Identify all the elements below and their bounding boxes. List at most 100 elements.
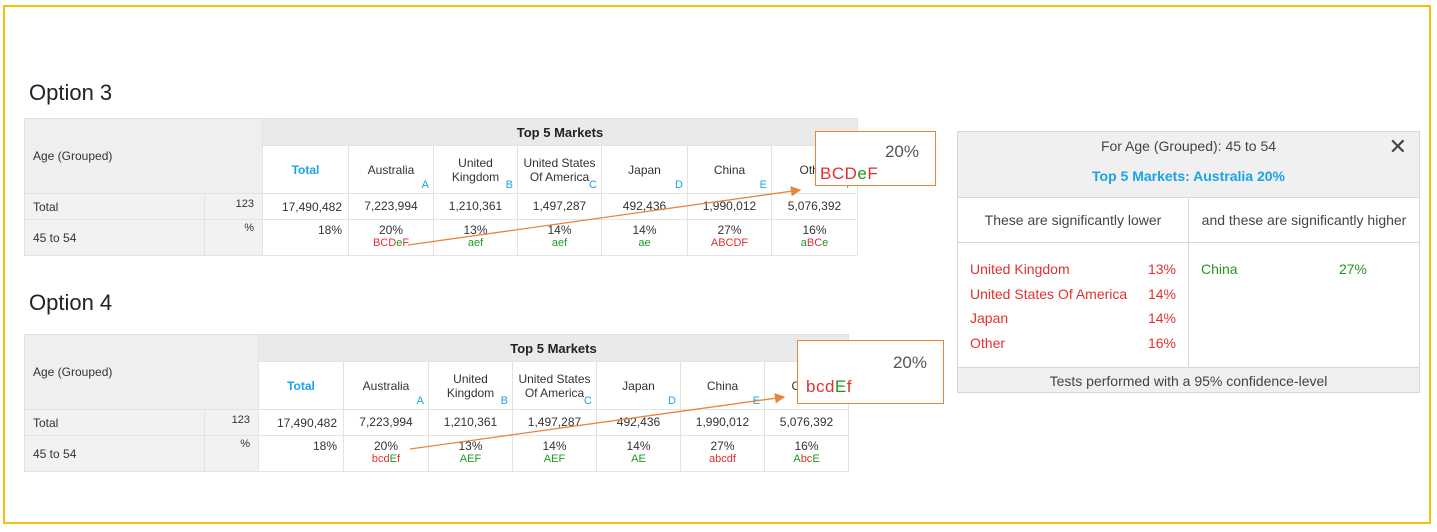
column-letter: C [584, 395, 592, 407]
table-cell[interactable]: 20% BCDeF [348, 219, 434, 256]
table-cell[interactable]: 27% ABCDF [687, 219, 772, 256]
column-label: United States Of America [518, 371, 591, 400]
sig-markers: bcdEf [371, 453, 401, 465]
row-header-label: Age (Grouped) [24, 334, 259, 410]
panel-body: United Kingdom 13% United States Of Americ… [958, 243, 1419, 368]
option-4-title: Option 4 [29, 290, 113, 315]
cell-value: 20% [378, 223, 404, 237]
column-label: Total [291, 162, 320, 177]
cell-value: 20% [373, 439, 399, 453]
column-header[interactable]: United Kingdom B [433, 145, 518, 194]
column-header[interactable]: Australia A [348, 145, 434, 194]
cell-value: 18% [317, 223, 342, 237]
cell-value: 14% [542, 439, 567, 453]
option-3-title: Option 3 [29, 80, 113, 105]
column-header[interactable]: United States Of America C [517, 145, 602, 194]
significance-panel: For Age (Grouped): 45 to 54 Top 5 Market… [957, 131, 1420, 393]
table-cell[interactable]: 14% aef [517, 219, 602, 256]
sig-markers: aBCe [800, 237, 829, 249]
table-cell[interactable]: 14% ae [601, 219, 688, 256]
column-header[interactable]: China E [680, 361, 765, 410]
callout-sig: BCDeF [820, 164, 879, 183]
column-header[interactable]: China E [687, 145, 772, 194]
table-cell[interactable]: 14% AEF [512, 435, 597, 472]
table-cell[interactable]: 16% aBCe [771, 219, 858, 256]
cell-value: 14% [626, 439, 651, 453]
table-cell: 492,436 [596, 409, 681, 436]
callout-value: 20% [892, 353, 927, 372]
table-cell: 17,490,482 [262, 193, 349, 220]
table-cell[interactable]: 16% AbcE [764, 435, 849, 472]
row-label: Total [24, 409, 205, 436]
sig-markers: AbcE [793, 453, 820, 465]
column-label: China [713, 162, 746, 177]
crosstab-option-4: Age (Grouped) Top 5 Markets Total Australia… [24, 334, 849, 472]
table-cell[interactable]: 27% abcdf [680, 435, 765, 472]
table-cell: 1,497,287 [512, 409, 597, 436]
column-letter: C [589, 179, 597, 191]
stat-label: % [204, 435, 259, 472]
column-header[interactable]: United Kingdom B [428, 361, 513, 410]
panel-column-headers: These are significantly lower and these … [958, 198, 1419, 243]
close-icon[interactable]: ✕ [1388, 134, 1407, 159]
market-value: 14% [1147, 310, 1176, 326]
sig-list-item: Other 16% [970, 335, 1176, 360]
cell-value: 18% [312, 439, 337, 453]
cell-value: 16% [802, 223, 827, 237]
callout-value: 20% [884, 142, 919, 161]
column-header[interactable]: United States Of America C [512, 361, 597, 410]
row-label: Total [24, 193, 205, 220]
sig-markers: AEF [459, 453, 482, 465]
sig-markers: ae [638, 237, 651, 249]
table-cell: 7,223,994 [348, 193, 434, 220]
group-header: Top 5 Markets [258, 334, 849, 362]
table-cell[interactable]: 14% AE [596, 435, 681, 472]
column-header[interactable]: Japan D [601, 145, 688, 194]
callout-option-4: 20% bcdEf [797, 340, 944, 404]
row-label: 45 to 54 [24, 219, 205, 256]
market-value: 27% [1338, 261, 1367, 277]
table-cell[interactable]: 13% AEF [428, 435, 513, 472]
column-header[interactable]: Total [258, 361, 344, 410]
cell-value: 14% [632, 223, 657, 237]
table-cell: 1,497,287 [517, 193, 602, 220]
column-label: United Kingdom [451, 155, 500, 184]
cell-value: 27% [710, 439, 735, 453]
column-label: Japan [628, 162, 661, 177]
table-cell[interactable]: 18% [258, 435, 344, 472]
callout-option-3: 20% BCDeF [815, 131, 936, 186]
table-cell[interactable]: 13% aef [433, 219, 518, 256]
table-cell[interactable]: 20% bcdEf [343, 435, 429, 472]
sig-markers: BCDeF [372, 237, 410, 249]
table-cell: 5,076,392 [771, 193, 858, 220]
sig-markers: ABCDF [710, 237, 749, 249]
sig-markers: AEF [543, 453, 566, 465]
stat-label: % [204, 219, 263, 256]
column-header[interactable]: Australia A [343, 361, 429, 410]
column-letter: B [505, 179, 513, 191]
column-letter: A [421, 179, 429, 191]
table-cell: 1,210,361 [428, 409, 513, 436]
column-header[interactable]: Total [262, 145, 349, 194]
panel-header: For Age (Grouped): 45 to 54 Top 5 Market… [958, 132, 1419, 198]
panel-subtitle: Top 5 Markets: Australia 20% [1092, 168, 1285, 184]
column-label: Australia [362, 378, 410, 393]
callout-sig: bcdEf [806, 377, 852, 396]
table-cell: 1,210,361 [433, 193, 518, 220]
column-label: Japan [622, 378, 655, 393]
column-label: United States Of America [523, 155, 596, 184]
market-name: United Kingdom [970, 261, 1070, 277]
column-letter: B [500, 395, 508, 407]
cell-value: 14% [547, 223, 572, 237]
market-value: 13% [1147, 261, 1176, 277]
market-name: United States Of America [970, 285, 1128, 302]
column-header[interactable]: Japan D [596, 361, 681, 410]
crosstab-option-3: Age (Grouped) Top 5 Markets Total Australia… [24, 118, 858, 256]
sig-markers: AE [631, 453, 646, 465]
sig-markers: aef [467, 237, 484, 249]
stat-label: 123 [204, 409, 259, 436]
panel-footer: Tests performed with a 95% confidence-le… [958, 368, 1419, 392]
lower-list: United Kingdom 13% United States Of Americ… [958, 243, 1189, 367]
column-label: China [706, 378, 739, 393]
table-cell[interactable]: 18% [262, 219, 349, 256]
